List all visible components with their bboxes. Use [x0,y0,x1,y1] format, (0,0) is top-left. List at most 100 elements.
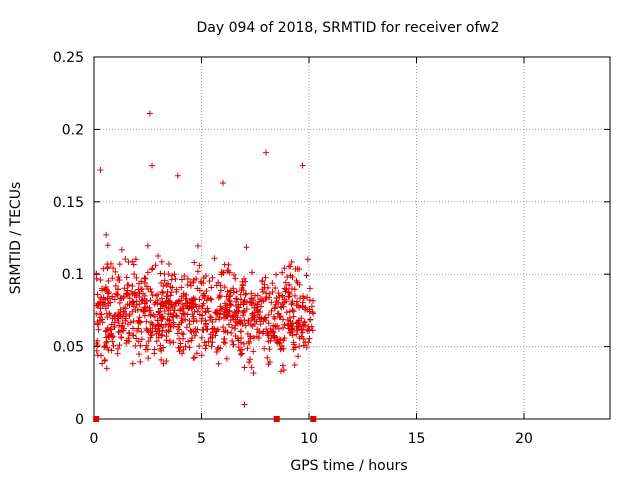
data-point [184,303,191,310]
data-point [141,312,148,319]
zero-markers [93,416,317,422]
data-point [157,270,164,277]
data-point [110,333,117,340]
data-point [237,351,244,358]
data-point [209,339,216,346]
data-point [218,269,225,276]
data-point [145,338,152,345]
x-tick-label: 20 [515,431,533,447]
data-point [148,266,155,273]
data-point [241,307,248,314]
data-point [193,350,200,357]
data-point [206,278,213,285]
tick-layer: 0 0.05 0.1 0.15 0.2 0.25 0 5 10 15 20 [53,50,610,447]
data-point [208,296,215,303]
data-point [241,401,248,408]
data-point [302,339,309,346]
data-point [147,311,154,318]
data-point [212,332,219,339]
data-point [114,286,121,293]
y-axis-label: SRMTID / TECUs [8,182,24,295]
data-point [200,292,207,299]
data-point [114,291,121,298]
data-point [176,326,183,333]
data-point [153,292,160,299]
data-point [290,339,297,346]
data-point [209,325,216,332]
data-point [139,297,146,304]
data-point [111,313,118,320]
data-point [147,312,154,319]
data-point [126,312,133,319]
data-point [239,281,246,288]
data-point [273,338,280,345]
data-point [196,343,203,350]
data-point [129,282,136,289]
data-point [159,289,166,296]
data-point [199,302,206,309]
data-point [247,321,254,328]
data-point [229,312,236,319]
data-point [215,360,222,367]
data-point [187,327,194,334]
data-point [103,231,110,238]
data-point [181,272,188,279]
data-point [259,278,266,285]
data-point [169,301,176,308]
data-point [124,321,131,328]
data-point [109,293,116,300]
data-point [114,276,121,283]
data-point [101,301,108,308]
data-point [238,339,245,346]
data-point [198,352,205,359]
data-point [142,300,149,307]
data-point [191,332,198,339]
data-point [260,318,267,325]
data-point [112,282,119,289]
data-point [286,263,293,270]
data-point [237,328,244,335]
data-point [159,288,166,295]
data-point [224,313,231,320]
data-point [99,319,106,326]
data-point [241,364,248,371]
data-point [179,310,186,317]
data-point [95,301,102,308]
data-point [116,299,123,306]
data-point [257,303,264,310]
data-point [257,321,264,328]
data-point [245,317,252,324]
data-point [246,356,253,363]
data-point [175,323,182,330]
data-point [151,350,158,357]
data-point [135,319,142,326]
data-point [310,297,317,304]
data-point [187,278,194,285]
data-point [129,298,136,305]
data-point [185,338,192,345]
data-point [202,323,209,330]
data-point [180,311,187,318]
data-point [123,274,130,281]
data-point [290,313,297,320]
data-point [289,332,296,339]
data-point [94,291,101,298]
data-point [253,304,260,311]
data-point [178,284,185,291]
data-point [227,292,234,299]
y-tick-label: 0.2 [62,122,84,138]
data-point [235,304,242,311]
data-point [125,291,132,298]
data-point [214,346,221,353]
data-point [228,301,235,308]
data-point [158,258,165,265]
data-point [300,342,307,349]
data-point [93,347,100,354]
data-point [167,323,174,330]
data-point [273,271,280,278]
data-point [176,348,183,355]
data-point [101,357,108,364]
data-point [93,270,100,277]
data-point [288,326,295,333]
data-point [278,345,285,352]
